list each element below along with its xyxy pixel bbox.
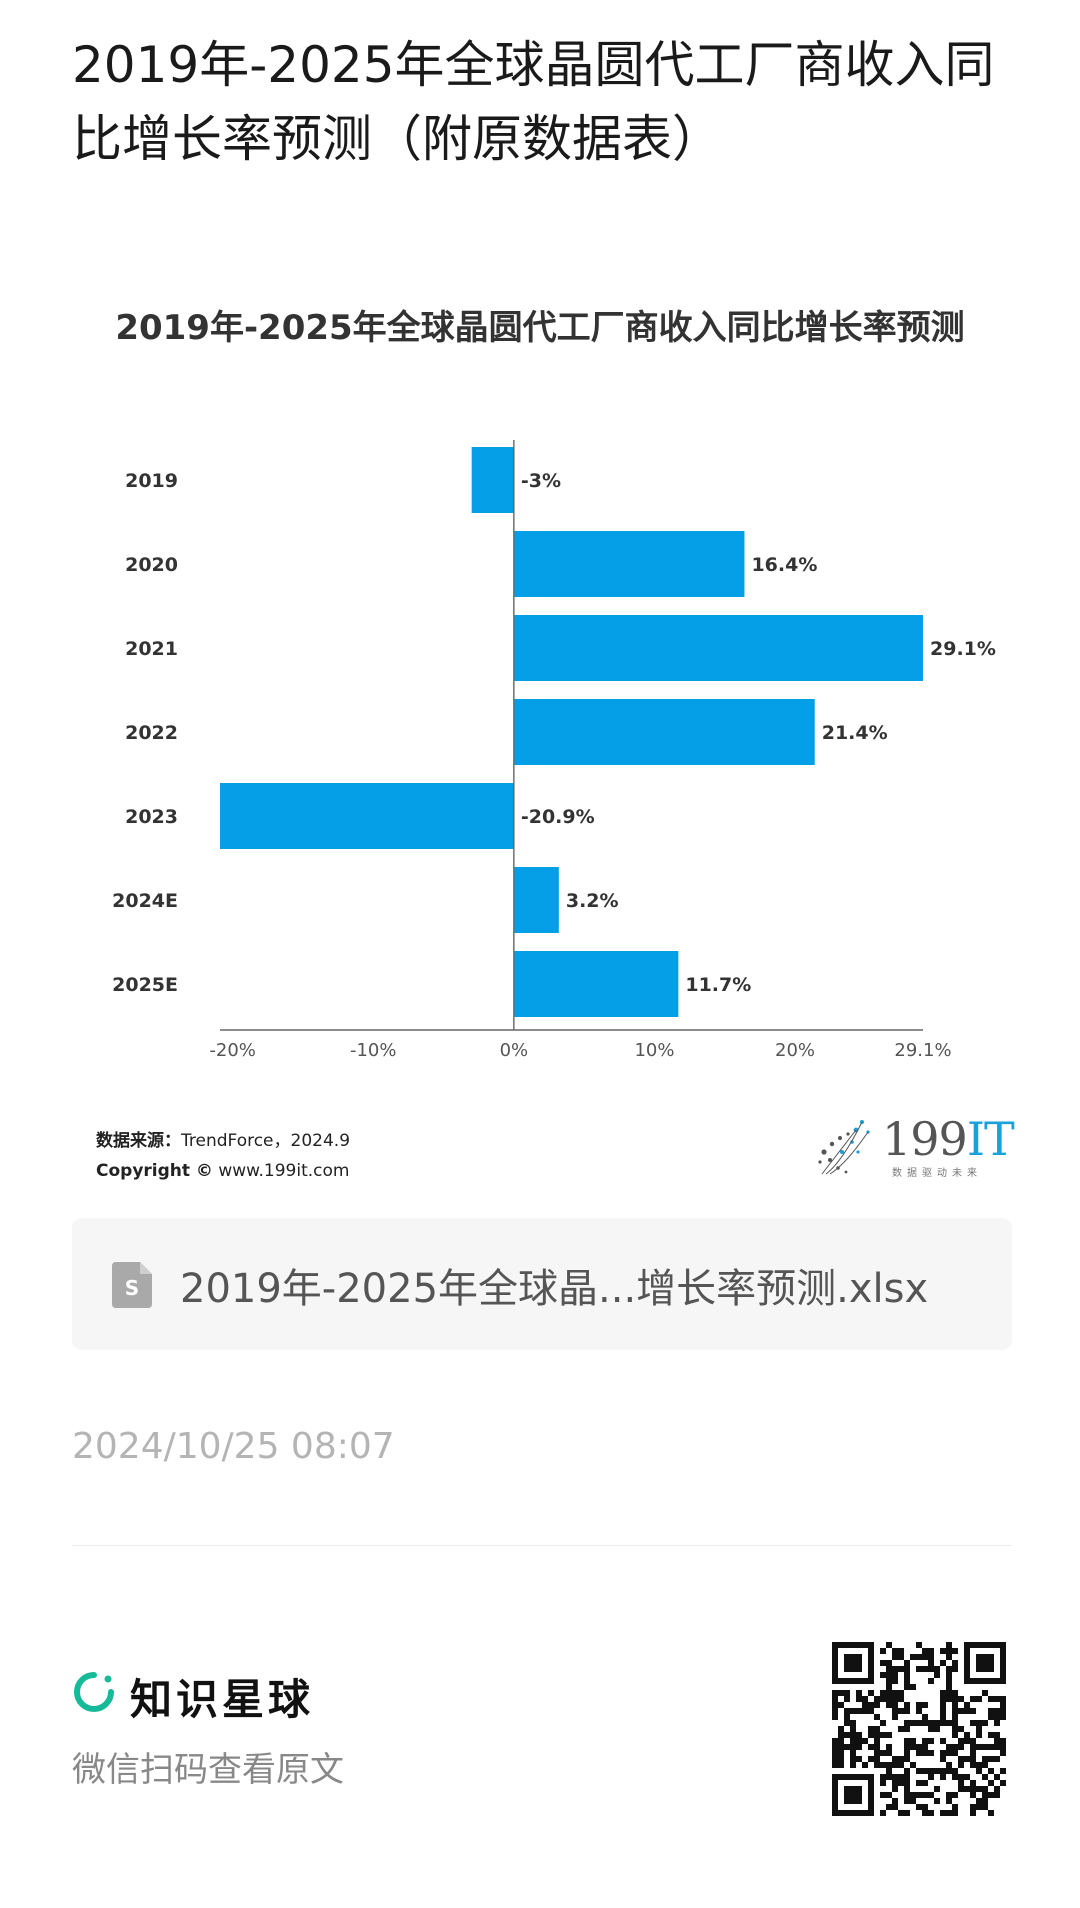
x-tick-label: 20%	[775, 1040, 815, 1061]
copyright-label: Copyright ©	[96, 1161, 213, 1181]
bar-2022	[513, 699, 815, 765]
value-label-2024E: 3.2%	[566, 890, 619, 912]
category-label-2022: 2022	[125, 722, 178, 744]
dots-logo-icon	[818, 1120, 870, 1175]
brand-name: 199IT	[882, 1112, 1015, 1166]
bar-chart: 2019 -3% 2020 16.4% 2021 29.1% 2022 21.4% 2023 -2…	[112, 440, 996, 1061]
x-tick-label: 0%	[500, 1040, 529, 1061]
attachment-filename[interactable]: 2019年-2025年全球晶...增长率预测.xlsx	[180, 1266, 929, 1312]
value-label-2019: -3%	[521, 470, 561, 492]
post-timestamp: 2024/10/25 08:07	[72, 1426, 395, 1467]
value-label-2020: 16.4%	[751, 554, 817, 576]
bar-2023	[220, 783, 514, 849]
attachment-card[interactable]: S 2019年-2025年全球晶...增长率预测.xlsx	[72, 1218, 1012, 1350]
planet-ring-icon	[74, 1672, 114, 1712]
199it-logo: 199IT 数据驱动未来	[812, 1112, 1015, 1182]
category-label-2023: 2023	[125, 806, 178, 828]
category-label-2021: 2021	[125, 638, 178, 660]
copyright-value: www.199it.com	[218, 1161, 350, 1181]
post-title: 2019年-2025年全球晶圆代工厂商收入同比增长率预测（附原数据表）	[72, 36, 995, 168]
category-label-2019: 2019	[125, 470, 178, 492]
category-label-2024E: 2024E	[112, 890, 178, 912]
value-label-2022: 21.4%	[822, 722, 888, 744]
x-tick-label: -20%	[209, 1040, 256, 1061]
brand-slogan: 数据驱动未来	[892, 1168, 982, 1179]
source-value: TrendForce，2024.9	[181, 1131, 351, 1151]
bar-2021	[513, 615, 923, 681]
x-tick-label: -10%	[350, 1040, 397, 1061]
category-label-2020: 2020	[125, 554, 178, 576]
bar-2020	[513, 531, 745, 597]
bar-2025E	[513, 951, 679, 1017]
source-label: 数据来源：	[96, 1131, 181, 1151]
svg-text:S: S	[125, 1276, 139, 1300]
bar-2019	[471, 447, 514, 513]
chart-title: 2019年-2025年全球晶圆代工厂商收入同比增长率预测	[115, 308, 965, 348]
x-tick-label: 29.1%	[894, 1040, 951, 1061]
data-source: 数据来源：TrendForce，2024.9 Copyright © www.1…	[96, 1126, 350, 1186]
bar-2024E	[513, 867, 559, 933]
category-label-2025E: 2025E	[112, 974, 178, 996]
value-label-2025E: 11.7%	[685, 974, 751, 996]
spreadsheet-file-icon: S	[112, 1262, 152, 1308]
app-name: 知识星球	[130, 1675, 315, 1724]
chart-card: 2019年-2025年全球晶圆代工厂商收入同比增长率预测 2019 -3% 2020…	[72, 250, 1015, 1200]
qr-code-icon[interactable]	[832, 1642, 1006, 1816]
value-label-2021: 29.1%	[930, 638, 996, 660]
scan-hint: 微信扫码查看原文	[72, 1750, 344, 1790]
x-tick-label: 10%	[634, 1040, 674, 1061]
value-label-2023: -20.9%	[521, 806, 595, 828]
divider	[72, 1545, 1012, 1546]
